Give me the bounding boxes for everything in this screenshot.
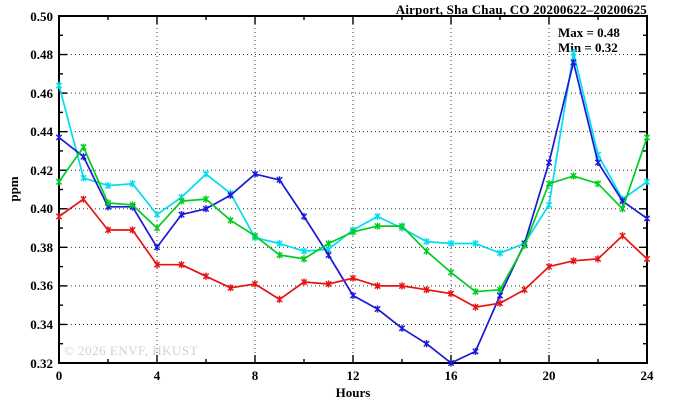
x-tick-label: 0 xyxy=(55,368,63,383)
series-line-red-line xyxy=(58,198,648,308)
y-tick-label: 0.32 xyxy=(30,355,53,371)
y-tick-label: 0.38 xyxy=(30,239,53,255)
data-point-markers-red-line xyxy=(55,195,651,311)
max-min-annotation: Max = 0.48 Min = 0.32 xyxy=(558,25,620,55)
y-tick-label: 0.34 xyxy=(30,316,53,332)
x-tick-label: 12 xyxy=(346,368,360,383)
y-tick-label: 0.42 xyxy=(30,162,53,178)
x-tick-label: 24 xyxy=(640,368,654,383)
y-tick-label: 0.40 xyxy=(30,201,53,217)
y-tick-label: 0.36 xyxy=(30,278,53,294)
data-point-markers-green-line xyxy=(55,133,651,296)
y-tick-label: 0.44 xyxy=(30,124,53,140)
x-axis-label: Hours xyxy=(335,385,371,400)
y-tick-label: 0.46 xyxy=(30,85,53,101)
max-label: Max = 0.48 xyxy=(558,25,620,40)
x-tick-label: 20 xyxy=(542,368,556,383)
y-tick-label: 0.48 xyxy=(30,47,53,63)
y-tick-label: 0.50 xyxy=(30,8,53,24)
watermark-text: © 2026 ENVF, HKUST xyxy=(64,343,199,358)
chart-title: Airport, Sha Chau, CO 20200622–20200625 xyxy=(395,2,647,17)
x-tick-label: 8 xyxy=(251,368,259,383)
x-tick-label: 16 xyxy=(444,368,458,383)
plot-border xyxy=(58,15,648,364)
x-tick-label: 4 xyxy=(153,368,161,383)
